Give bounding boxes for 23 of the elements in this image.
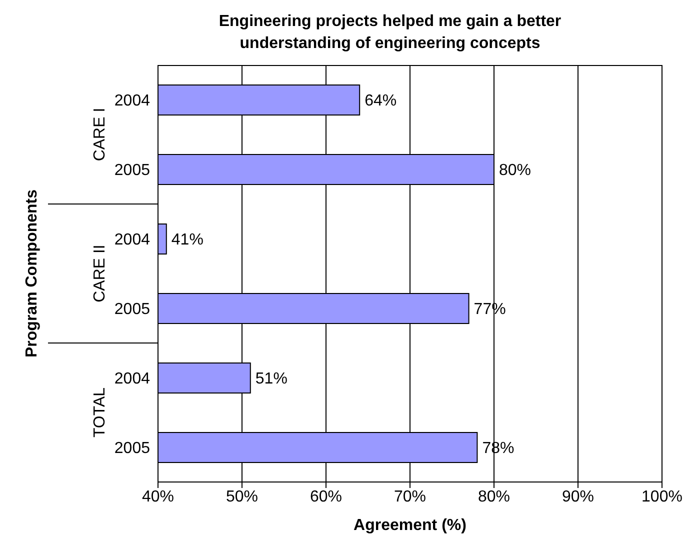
y-tick-label: 2004 bbox=[114, 231, 150, 248]
text: CARE II bbox=[92, 244, 108, 302]
y-tick-label: 2005 bbox=[114, 162, 150, 179]
data-label: 51% bbox=[255, 370, 288, 388]
x-tick-label: 70% bbox=[394, 488, 426, 506]
x-tick-label: 40% bbox=[142, 488, 174, 506]
text: CARE I bbox=[92, 108, 108, 162]
x-tick-label: 90% bbox=[562, 488, 594, 506]
y-tick-label: 2004 bbox=[114, 370, 150, 388]
data-label: 64% bbox=[364, 92, 397, 110]
chart-title: Engineering projects helped me gain a better understanding of engineering concepts bbox=[218, 13, 562, 52]
x-tick-label: 60% bbox=[310, 488, 342, 506]
x-tick-label: 80% bbox=[478, 488, 510, 506]
y-tick-label: 2005 bbox=[114, 300, 150, 318]
data-label: 41% bbox=[171, 232, 204, 249]
x-tick-label: 100% bbox=[642, 488, 682, 506]
x-axis-title: Agreement (%) bbox=[354, 517, 466, 534]
y-tick-label: 2005 bbox=[114, 440, 150, 457]
y-tick-label: 2004 bbox=[114, 92, 150, 110]
data-label: 80% bbox=[499, 162, 532, 180]
y-axis-title: Program Components bbox=[24, 189, 40, 358]
x-tick-label: 50% bbox=[226, 488, 258, 506]
text: TOTAL bbox=[92, 387, 108, 438]
